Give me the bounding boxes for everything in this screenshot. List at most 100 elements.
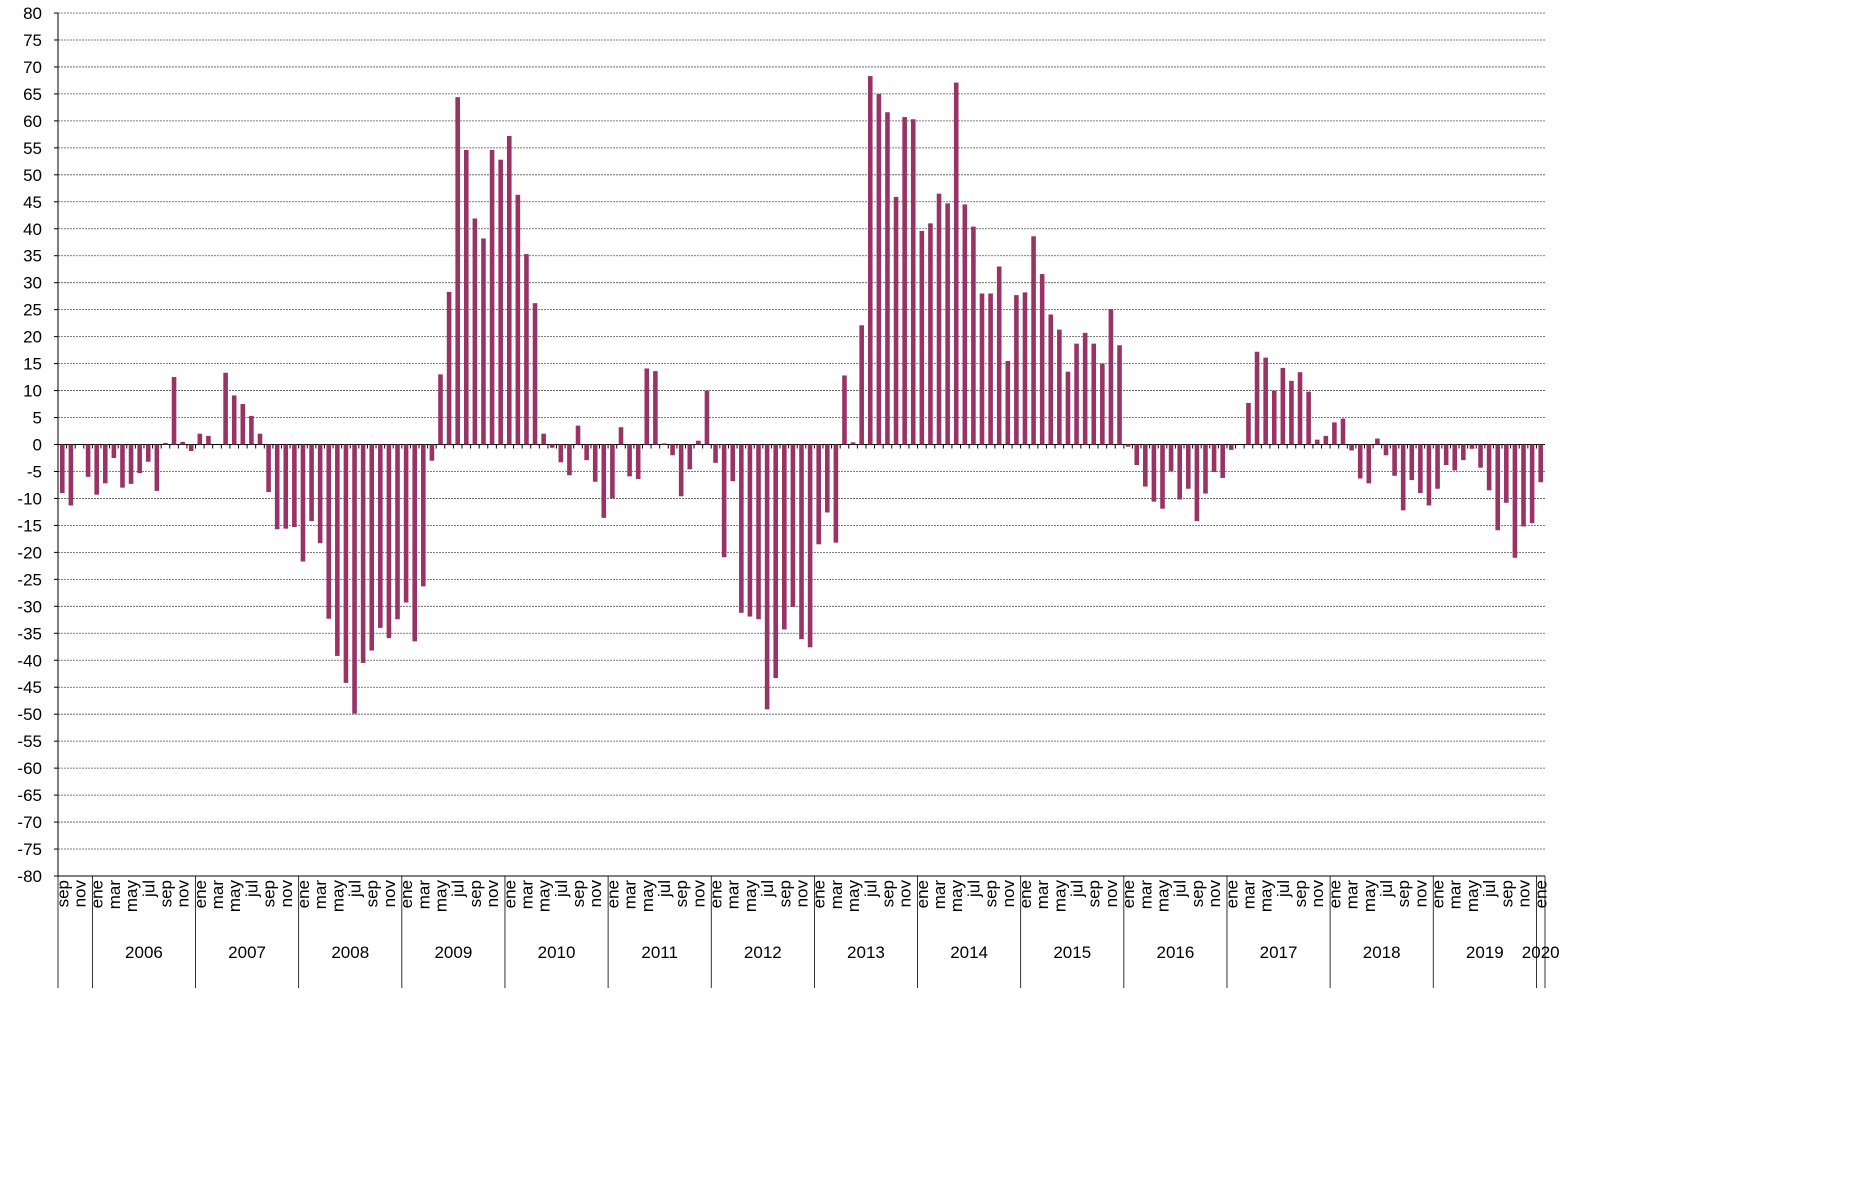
bar [1340, 418, 1346, 445]
bar [59, 444, 65, 494]
x-tick-label: nov [999, 880, 1018, 908]
year-label: 2006 [125, 943, 163, 962]
bar [670, 444, 675, 456]
bar [971, 226, 976, 445]
x-tick-label: mar [1033, 880, 1052, 910]
bar [111, 444, 117, 458]
x-tick-label: ene [1325, 880, 1344, 908]
bar [541, 433, 546, 445]
x-tick-label: ene [1429, 880, 1448, 908]
bar [1203, 444, 1208, 494]
y-tick-label: -20 [17, 543, 42, 562]
bar [257, 433, 263, 445]
bar [799, 444, 804, 640]
bar [472, 218, 478, 445]
bar [1400, 444, 1406, 511]
bar [1160, 444, 1165, 509]
y-tick-label: -60 [17, 759, 42, 778]
bar [1280, 367, 1286, 445]
bar [1194, 444, 1200, 522]
x-tick-label: jul [964, 880, 983, 898]
bar [764, 444, 770, 710]
bar [240, 404, 246, 445]
x-tick-label: ene [88, 880, 107, 908]
bar [1314, 439, 1320, 445]
bar [1048, 314, 1054, 445]
bar [1211, 444, 1217, 473]
bar [1323, 435, 1329, 445]
x-tick-label: mar [1136, 880, 1155, 910]
bar [661, 443, 667, 445]
bar [1512, 444, 1518, 558]
bar [627, 444, 632, 477]
y-tick-label: -55 [17, 732, 42, 751]
bar [833, 444, 839, 543]
bar [506, 135, 512, 445]
bar [1143, 444, 1148, 487]
bar [386, 444, 392, 639]
year-label: 2020 [1522, 943, 1560, 962]
x-tick-label: sep [1085, 880, 1104, 907]
bar [1005, 360, 1011, 445]
y-tick-label: 30 [23, 274, 42, 293]
bar [515, 194, 521, 445]
y-tick-label: 5 [33, 409, 42, 428]
bar [824, 444, 830, 513]
year-label: 2008 [331, 943, 369, 962]
y-tick-label: -45 [17, 678, 42, 697]
bar [378, 444, 383, 628]
bar [524, 254, 529, 445]
bar [635, 444, 641, 480]
x-tick-label: sep [1394, 880, 1413, 907]
bar [421, 444, 426, 587]
x-tick-label: jul [861, 880, 880, 898]
bar [1392, 444, 1397, 476]
y-tick-label: -50 [17, 705, 42, 724]
bar [747, 444, 753, 617]
x-tick-label: mar [208, 880, 227, 910]
bar [463, 150, 469, 445]
bar [867, 76, 873, 445]
x-tick-label: sep [672, 880, 691, 907]
bar [137, 444, 142, 474]
x-tick-label: jul [1480, 880, 1499, 898]
bar [1469, 444, 1475, 449]
bar [1168, 444, 1174, 472]
bar [996, 266, 1002, 445]
y-tick-label: 65 [23, 85, 42, 104]
bar [326, 444, 332, 619]
year-label: 2017 [1260, 943, 1298, 962]
bar [188, 444, 194, 451]
bar [369, 444, 375, 651]
y-tick-label: 55 [23, 139, 42, 158]
bar [816, 444, 821, 545]
x-tick-label: mar [105, 880, 124, 910]
year-label: 2018 [1363, 943, 1401, 962]
x-tick-label: may [431, 880, 450, 913]
bar [730, 444, 736, 482]
x-tick-label: ene [397, 880, 416, 908]
bar [1297, 372, 1303, 445]
bar [1418, 444, 1423, 494]
x-tick-label: ene [707, 880, 726, 908]
x-tick-label: ene [1532, 880, 1551, 908]
bar [1151, 444, 1157, 502]
x-tick-label: nov [1515, 880, 1534, 908]
bar [567, 444, 572, 476]
bar [438, 374, 443, 445]
bar [68, 444, 74, 506]
x-tick-label: sep [260, 880, 279, 907]
bar [902, 117, 907, 445]
bar [953, 82, 959, 445]
x-tick-label: sep [982, 880, 1001, 907]
bar [549, 444, 555, 448]
bar [481, 238, 486, 445]
bar [584, 444, 589, 461]
x-tick-label: mar [517, 880, 536, 910]
x-tick-label: jul [242, 880, 261, 898]
bar [94, 444, 99, 495]
bar [773, 444, 779, 679]
x-tick-label: mar [724, 880, 743, 910]
x-tick-label: jul [758, 880, 777, 898]
bar [412, 444, 418, 642]
